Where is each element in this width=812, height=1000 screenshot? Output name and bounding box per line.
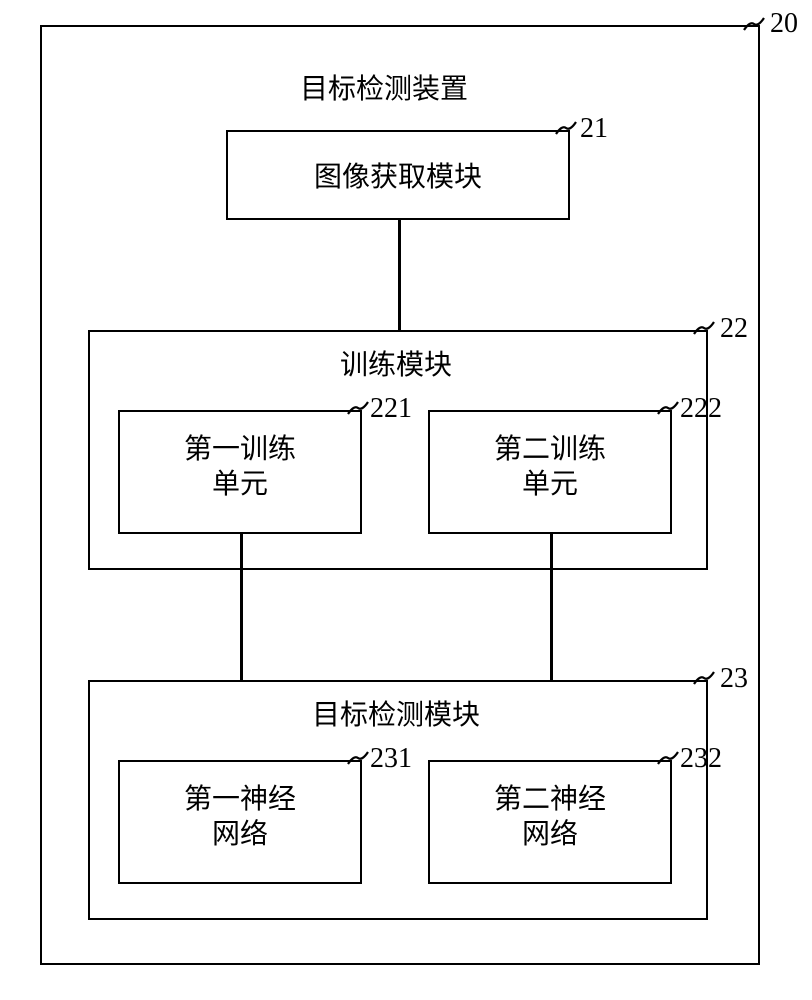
- net2-label: 第二神经 网络: [488, 782, 612, 852]
- training-unit2-label: 第二训练 单元: [488, 432, 612, 502]
- net2-line2: 网络: [522, 819, 578, 850]
- unit1-line1: 第一训练: [184, 434, 296, 465]
- callout-icon: [744, 18, 766, 34]
- image-acq-label: 图像获取模块: [314, 160, 482, 196]
- callout-icon: [694, 672, 716, 688]
- callout-icon: [348, 752, 370, 768]
- training-unit1-label: 第一训练 单元: [178, 432, 302, 502]
- unit2-line1: 第二训练: [494, 434, 606, 465]
- callout-icon: [658, 402, 680, 418]
- callout-icon: [658, 752, 680, 768]
- unit2-line2: 单元: [522, 469, 578, 500]
- callout-icon: [694, 322, 716, 338]
- ref-232: 232: [680, 743, 722, 775]
- unit1-line2: 单元: [212, 469, 268, 500]
- net1-line2: 网络: [212, 819, 268, 850]
- ref-231: 231: [370, 743, 412, 775]
- ref-221: 221: [370, 393, 412, 425]
- ref-23: 23: [720, 663, 748, 695]
- callout-icon: [556, 122, 578, 138]
- ref-22: 22: [720, 313, 748, 345]
- net1-line1: 第一神经: [184, 784, 296, 815]
- training-label: 训练模块: [340, 348, 452, 384]
- detection-label: 目标检测模块: [312, 698, 480, 734]
- net2-line1: 第二神经: [494, 784, 606, 815]
- ref-20: 20: [770, 8, 798, 40]
- diagram-canvas: 目标检测装置 20 图像获取模块 21 训练模块 22 第一训练 单元 221 …: [0, 0, 812, 1000]
- ref-222: 222: [680, 393, 722, 425]
- connector-line: [398, 220, 401, 330]
- net1-label: 第一神经 网络: [178, 782, 302, 852]
- ref-21: 21: [580, 113, 608, 145]
- outer-title: 目标检测装置: [300, 72, 468, 108]
- callout-icon: [348, 402, 370, 418]
